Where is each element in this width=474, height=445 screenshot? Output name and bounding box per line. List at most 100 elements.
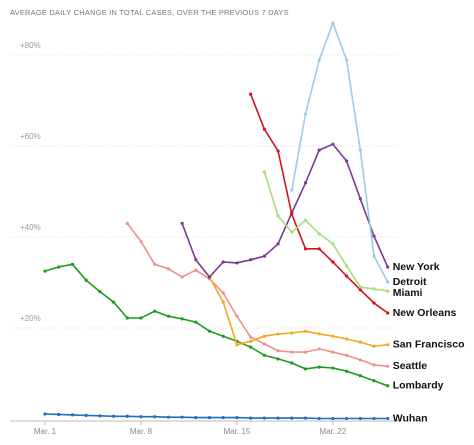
point xyxy=(276,349,280,353)
series-line xyxy=(44,263,388,387)
point xyxy=(194,320,198,324)
point xyxy=(331,260,335,264)
point xyxy=(303,416,308,420)
point xyxy=(207,275,212,279)
chart-title: AVERAGE DAILY CHANGE IN TOTAL CASES, OVE… xyxy=(10,8,289,17)
point xyxy=(249,339,253,343)
series-line xyxy=(181,143,389,279)
point xyxy=(235,314,239,318)
point xyxy=(180,317,184,321)
point xyxy=(111,414,116,418)
point xyxy=(249,258,253,262)
legend-label: Seattle xyxy=(393,360,428,372)
legend-label: Miami xyxy=(393,287,423,299)
y-tick-label: +60% xyxy=(20,132,41,141)
point xyxy=(372,254,376,258)
series-line xyxy=(208,276,388,348)
point xyxy=(70,262,75,266)
point xyxy=(345,353,349,357)
point xyxy=(221,334,225,338)
point xyxy=(290,350,294,354)
legend-label: New York xyxy=(393,261,440,273)
point xyxy=(276,416,280,420)
point xyxy=(290,188,294,192)
y-tick-label: +80% xyxy=(20,41,41,50)
point xyxy=(153,415,157,419)
point xyxy=(70,413,75,417)
y-tick-label: +40% xyxy=(20,223,41,232)
point xyxy=(345,264,349,268)
point xyxy=(249,335,253,339)
point xyxy=(290,416,294,420)
point xyxy=(84,413,88,417)
point xyxy=(235,261,239,265)
point xyxy=(358,285,362,289)
point xyxy=(386,265,390,269)
point xyxy=(194,268,198,272)
series-line xyxy=(126,222,388,367)
point xyxy=(358,197,362,201)
point xyxy=(166,267,170,271)
point xyxy=(372,416,376,421)
point xyxy=(57,412,61,417)
series-line xyxy=(291,20,389,283)
point xyxy=(98,290,102,294)
point xyxy=(276,242,280,246)
point xyxy=(358,288,362,292)
x-tick-label: Mar. 8 xyxy=(130,427,153,436)
point xyxy=(249,92,253,96)
point xyxy=(180,221,184,225)
point xyxy=(221,260,225,264)
point xyxy=(317,247,321,251)
legend-label: New Orleans xyxy=(393,307,457,319)
point xyxy=(345,58,349,62)
point xyxy=(153,309,157,313)
point xyxy=(139,316,143,320)
point xyxy=(249,416,253,420)
point xyxy=(207,329,212,333)
point xyxy=(358,358,362,362)
point xyxy=(262,342,266,346)
point xyxy=(111,300,116,304)
point xyxy=(262,254,266,258)
point xyxy=(386,343,390,347)
point xyxy=(372,287,376,291)
point xyxy=(235,416,239,420)
point xyxy=(358,416,362,421)
x-tick-label: Mar. 15 xyxy=(224,427,251,436)
point xyxy=(317,347,321,351)
point xyxy=(303,329,308,333)
point xyxy=(358,340,362,344)
point xyxy=(345,337,349,341)
point xyxy=(386,289,390,293)
point xyxy=(303,350,308,354)
point xyxy=(372,363,376,367)
point xyxy=(331,350,335,354)
point xyxy=(372,234,376,238)
point xyxy=(221,416,225,420)
point xyxy=(276,214,280,218)
point xyxy=(331,142,335,146)
point xyxy=(358,148,362,152)
point xyxy=(43,412,47,416)
point xyxy=(207,416,212,420)
point xyxy=(303,218,308,222)
legend-label: Detroit xyxy=(393,276,427,288)
point xyxy=(290,230,294,234)
point xyxy=(386,384,390,388)
point xyxy=(317,58,321,62)
point xyxy=(345,274,349,278)
point xyxy=(262,416,266,420)
point xyxy=(84,278,88,282)
legend-label: San Francisco xyxy=(393,339,465,351)
point xyxy=(386,364,390,368)
point xyxy=(98,414,102,418)
point xyxy=(290,361,294,365)
point xyxy=(317,365,321,369)
point xyxy=(166,415,170,419)
point xyxy=(331,334,335,338)
point xyxy=(235,343,239,347)
point xyxy=(276,149,280,153)
point xyxy=(180,275,184,279)
y-tick-label: +20% xyxy=(20,314,41,323)
